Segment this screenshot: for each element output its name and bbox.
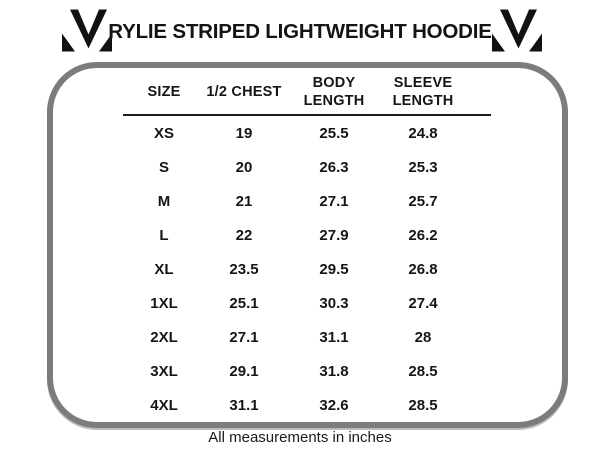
table-row: XS 19 25.5 24.8	[123, 116, 491, 150]
sleeve-cell: 28	[414, 328, 432, 346]
size-table-header-row: SIZE 1/2 CHEST BODY LENGTH SLEEVE LENGTH	[123, 73, 491, 111]
sleeve-cell: 27.4	[408, 294, 438, 312]
column-header-body-length: BODY LENGTH	[303, 74, 365, 109]
chest-cell: 21	[235, 192, 253, 210]
size-cell: XS	[153, 124, 174, 142]
body-cell: 31.8	[319, 362, 349, 380]
table-row: S 20 26.3 25.3	[123, 150, 491, 184]
table-row: 3XL 29.1 31.8 28.5	[123, 354, 491, 388]
body-cell: 32.6	[319, 396, 349, 414]
body-cell: 30.3	[319, 294, 349, 312]
page-title: RYLIE STRIPED LIGHTWEIGHT HOODIE	[108, 20, 492, 43]
body-cell: 27.9	[319, 226, 349, 244]
header-rule	[123, 114, 491, 116]
chest-cell: 20	[235, 158, 253, 176]
size-cell: M	[157, 192, 171, 210]
body-cell: 26.3	[319, 158, 349, 176]
column-header-sleeve-length: SLEEVE LENGTH	[392, 74, 454, 109]
body-cell: 25.5	[319, 124, 349, 142]
chest-cell: 27.1	[229, 328, 259, 346]
sleeve-cell: 24.8	[408, 124, 438, 142]
size-cell: XL	[154, 260, 174, 278]
chest-cell: 31.1	[229, 396, 259, 414]
body-cell: 29.5	[319, 260, 349, 278]
sleeve-cell: 26.8	[408, 260, 438, 278]
sleeve-cell: 26.2	[408, 226, 438, 244]
body-cell: 31.1	[319, 328, 349, 346]
chest-cell: 25.1	[229, 294, 259, 312]
size-table: SIZE 1/2 CHEST BODY LENGTH SLEEVE LENGTH…	[123, 73, 491, 422]
column-header-half-chest: 1/2 CHEST	[206, 83, 282, 100]
brand-m-monogram-icon	[62, 9, 112, 52]
size-chart-frame	[47, 62, 568, 428]
size-cell: 4XL	[150, 396, 178, 414]
sleeve-cell: 25.3	[408, 158, 438, 176]
sleeve-cell: 25.7	[408, 192, 438, 210]
measurements-note: All measurements in inches	[208, 429, 392, 446]
body-cell: 27.1	[319, 192, 349, 210]
table-row: 4XL 31.1 32.6 28.5	[123, 388, 491, 422]
size-cell: 3XL	[150, 362, 178, 380]
table-row: XL 23.5 29.5 26.8	[123, 252, 491, 286]
sleeve-cell: 28.5	[408, 362, 438, 380]
chest-cell: 22	[235, 226, 253, 244]
column-header-size: SIZE	[147, 83, 181, 100]
table-row: 2XL 27.1 31.1 28	[123, 320, 491, 354]
chest-cell: 23.5	[229, 260, 259, 278]
size-cell: S	[158, 158, 169, 176]
table-row: M 21 27.1 25.7	[123, 184, 491, 218]
chest-cell: 29.1	[229, 362, 259, 380]
table-row: 1XL 25.1 30.3 27.4	[123, 286, 491, 320]
sleeve-cell: 28.5	[408, 396, 438, 414]
brand-m-monogram-icon	[492, 9, 542, 52]
size-cell: 1XL	[150, 294, 178, 312]
size-cell: L	[159, 226, 169, 244]
table-row: L 22 27.9 26.2	[123, 218, 491, 252]
chest-cell: 19	[235, 124, 253, 142]
size-cell: 2XL	[150, 328, 178, 346]
